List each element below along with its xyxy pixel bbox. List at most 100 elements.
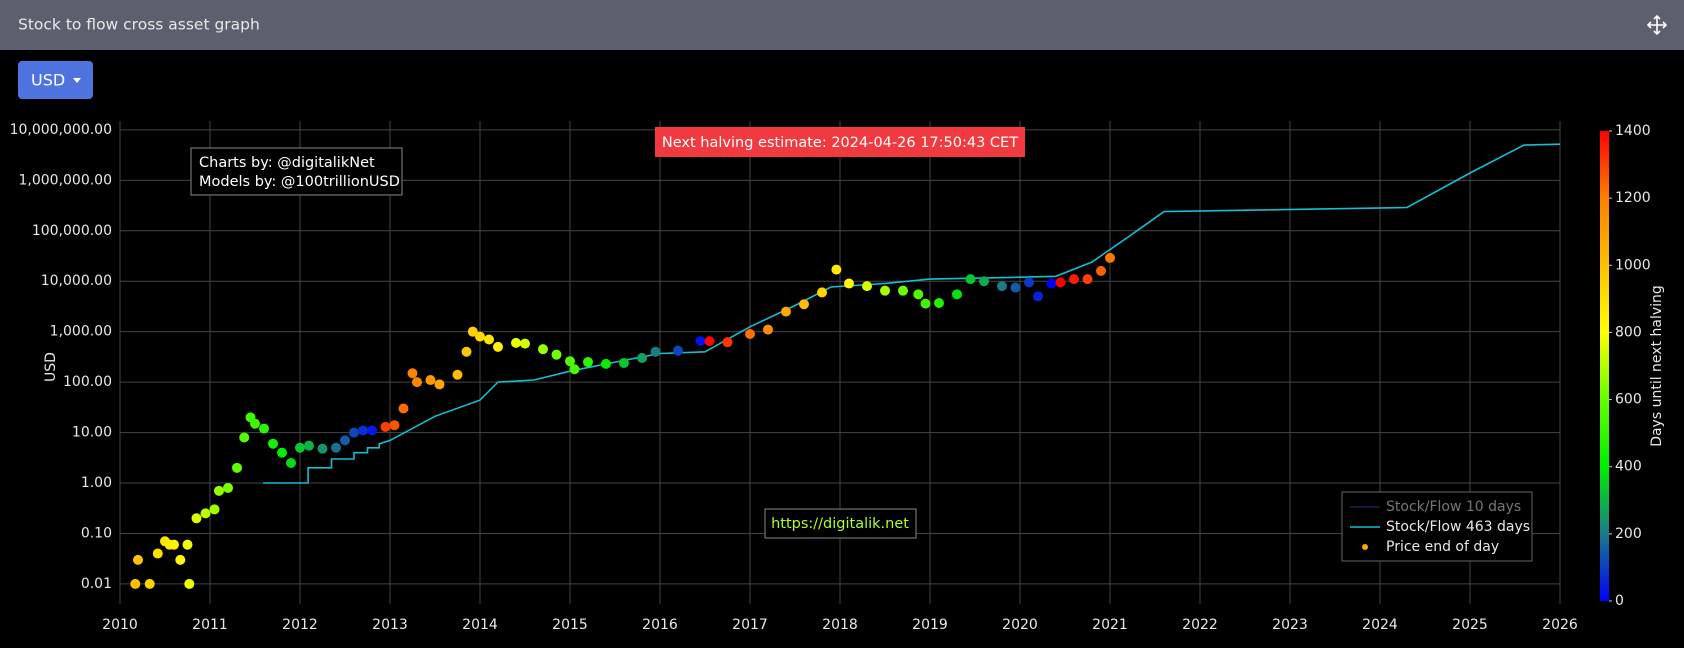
x-tick-label: 2018 bbox=[822, 617, 858, 633]
x-tick-label: 2014 bbox=[462, 617, 498, 633]
colorbar-tick-label: 400 bbox=[1615, 459, 1642, 475]
price-point bbox=[286, 457, 296, 468]
legend-label[interactable]: Stock/Flow 10 days bbox=[1386, 499, 1521, 515]
price-point bbox=[583, 357, 593, 368]
price-point bbox=[434, 379, 445, 390]
x-tick-label: 2015 bbox=[552, 617, 588, 633]
price-point bbox=[920, 298, 931, 309]
legend-label[interactable]: Stock/Flow 463 days bbox=[1386, 519, 1530, 535]
price-point bbox=[175, 554, 186, 565]
move-icon[interactable] bbox=[1646, 14, 1668, 36]
button-label[interactable]: USD bbox=[31, 71, 65, 90]
price-point bbox=[277, 447, 287, 458]
price-point bbox=[745, 328, 755, 339]
price-point bbox=[637, 353, 647, 364]
x-tick-label: 2026 bbox=[1542, 617, 1578, 633]
legend-swatch bbox=[1362, 544, 1368, 550]
price-point bbox=[232, 462, 242, 473]
price-point bbox=[569, 364, 580, 375]
price-point bbox=[467, 326, 478, 337]
price-point bbox=[565, 356, 575, 367]
y-tick-label: 100,000.00 bbox=[32, 223, 112, 239]
y-tick-label: 0.01 bbox=[81, 576, 112, 592]
price-point bbox=[601, 358, 611, 369]
price-point bbox=[979, 276, 989, 287]
price-point bbox=[1069, 274, 1079, 285]
price-point bbox=[304, 440, 314, 451]
price-point bbox=[1010, 282, 1021, 293]
credits-line: Charts by: @digitalikNet bbox=[199, 155, 375, 171]
price-point bbox=[862, 281, 872, 292]
x-tick-label: 2013 bbox=[372, 617, 408, 633]
price-point bbox=[200, 508, 211, 519]
caret[interactable] bbox=[73, 78, 81, 83]
price-point bbox=[673, 345, 683, 356]
sf-line bbox=[263, 143, 1561, 484]
colorbar-title: Days until next halving bbox=[1649, 285, 1665, 447]
colorbar-tick-label: 200 bbox=[1615, 526, 1642, 542]
url-annotation[interactable]: https://digitalik.net bbox=[771, 516, 909, 532]
colorbar-tick-label: 1400 bbox=[1615, 123, 1651, 139]
y-tick-label: 100.00 bbox=[63, 374, 112, 390]
halving-annotation: Next halving estimate: 2024-04-26 17:50:… bbox=[662, 135, 1018, 151]
price-point bbox=[349, 427, 359, 438]
price-point bbox=[317, 443, 328, 454]
price-point bbox=[223, 482, 233, 493]
price-point bbox=[1082, 274, 1093, 285]
credits-box bbox=[190, 147, 403, 196]
y-axis-title: USD bbox=[43, 352, 59, 382]
price-point bbox=[1096, 265, 1106, 276]
colorbar-tick-label: 1000 bbox=[1615, 257, 1651, 273]
price-point bbox=[184, 578, 195, 589]
x-tick-label: 2020 bbox=[1002, 617, 1038, 633]
legend-label[interactable]: Price end of day bbox=[1386, 539, 1499, 555]
price-point bbox=[169, 539, 179, 550]
price-point bbox=[484, 334, 494, 345]
price-point bbox=[817, 287, 827, 298]
y-tick-label: 10,000,000.00 bbox=[10, 122, 112, 138]
colorbar bbox=[1600, 131, 1609, 601]
x-tick-label: 2022 bbox=[1182, 617, 1218, 633]
price-point bbox=[538, 344, 548, 355]
price-point bbox=[1055, 277, 1066, 288]
price-point bbox=[997, 281, 1007, 292]
price-point bbox=[380, 421, 391, 432]
price-point bbox=[425, 375, 436, 386]
price-point bbox=[650, 346, 661, 357]
price-point bbox=[367, 425, 377, 436]
y-tick-label: 0.10 bbox=[81, 525, 112, 541]
credits-line: Models by: @100trillionUSD bbox=[199, 174, 400, 190]
x-tick-label: 2025 bbox=[1452, 617, 1488, 633]
x-tick-label: 2010 bbox=[102, 617, 138, 633]
price-point bbox=[1024, 277, 1034, 288]
x-tick-label: 2011 bbox=[192, 617, 228, 633]
colorbar-tick-label: 800 bbox=[1615, 324, 1642, 340]
price-point bbox=[1033, 291, 1043, 302]
y-tick-label: 10,000.00 bbox=[41, 273, 112, 289]
price-point bbox=[268, 438, 278, 449]
price-point bbox=[152, 548, 163, 559]
x-tick-label: 2024 bbox=[1362, 617, 1398, 633]
price-point bbox=[475, 331, 485, 342]
price-point bbox=[934, 298, 944, 309]
header-bar bbox=[0, 0, 1684, 50]
price-point bbox=[412, 377, 422, 388]
price-point bbox=[191, 513, 202, 524]
price-point bbox=[952, 289, 962, 300]
x-tick-label: 2023 bbox=[1272, 617, 1308, 633]
price-point bbox=[722, 337, 733, 348]
price-point bbox=[1046, 278, 1057, 289]
price-point bbox=[831, 264, 842, 275]
button-bg[interactable] bbox=[18, 61, 93, 99]
price-point bbox=[880, 285, 890, 296]
price-point bbox=[898, 285, 908, 296]
price-point bbox=[239, 432, 250, 443]
price-point bbox=[704, 336, 715, 347]
price-point bbox=[209, 504, 220, 515]
y-tick-label: 1.00 bbox=[81, 475, 112, 491]
price-point bbox=[844, 278, 854, 289]
price-point bbox=[520, 338, 530, 349]
currency-dropdown[interactable]: USD bbox=[18, 61, 93, 99]
price-point bbox=[763, 324, 773, 335]
